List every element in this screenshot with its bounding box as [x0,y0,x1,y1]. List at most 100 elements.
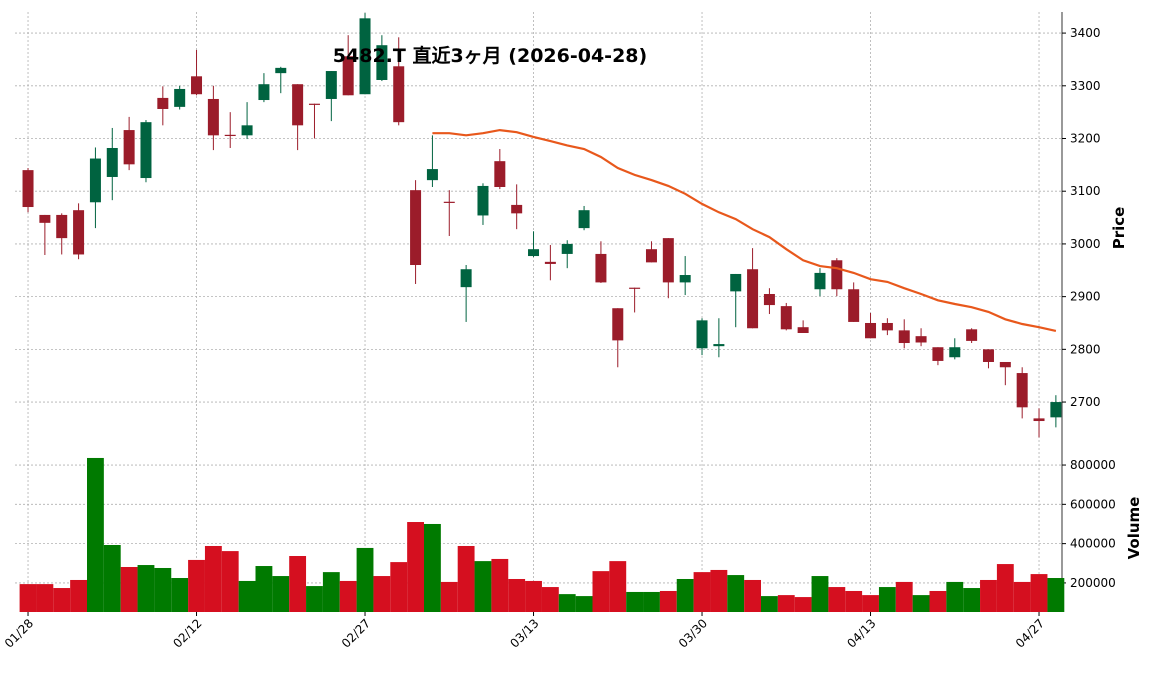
candle-body [460,269,472,288]
candle-body [241,125,253,136]
volume-bar [794,597,812,612]
candle-body [1016,373,1028,408]
y-axis-label: Price [1110,207,1128,250]
volume-bar [777,595,795,612]
candle-body [275,67,287,74]
volume-bar [710,569,728,612]
volume-bar [339,580,357,612]
candle-body [881,322,893,331]
candle-body [645,249,657,263]
candle-body [696,320,708,349]
candle-body [865,322,877,339]
candle-body [426,169,438,181]
candle-body [494,161,506,187]
candle-body [22,170,34,208]
candle-body [763,293,775,306]
volume-bar [946,581,964,612]
volume-bar [676,578,694,612]
candle-body [157,97,169,109]
candle-body [410,190,422,266]
candle-body [544,261,556,264]
moving-average-line [432,128,1057,332]
volume-bar [592,571,610,612]
volume-bar [811,576,829,612]
candle-body [528,249,540,257]
y-tick-label: 3400 [1070,26,1101,40]
volume-bar [862,595,879,612]
volume-bar [390,562,408,612]
volume-bar [36,584,54,612]
candle-body [292,84,304,126]
volume-bar [659,590,677,612]
volume-bar [53,588,71,612]
volume-bar [221,551,239,612]
candle-body [191,76,203,95]
y-tick-label: 3000 [1070,237,1101,251]
candle-body [342,56,354,96]
volume-bar [828,587,846,612]
volume-bar [895,581,913,612]
volume-bar [1047,578,1065,612]
volume-axis-label: Volume [1125,497,1143,560]
volume-bar [643,591,660,612]
y-tick-label: 800000 [1070,458,1116,472]
candle-body [443,201,455,203]
volume-bar [440,581,458,612]
candle-body [831,260,843,290]
x-tick-label: 04/27 [1013,616,1047,650]
candle-body [595,253,607,283]
x-tick-label: 02/12 [170,616,204,650]
y-tick-label: 600000 [1070,497,1116,511]
volume-bar [980,579,997,612]
candle-body [747,269,759,329]
volume-bar [171,578,189,612]
y-tick-label: 200000 [1070,576,1116,590]
y-tick-label: 400000 [1070,537,1116,551]
y-tick-label: 2700 [1070,395,1101,409]
candle-body [258,84,270,101]
y-tick-label: 3100 [1070,184,1101,198]
candle-body [780,306,792,330]
candle-body [797,327,809,333]
volume-bar [727,575,745,612]
candle-body [1033,418,1045,422]
volume-bar [356,547,374,612]
x-tick-label: 03/13 [507,616,541,650]
y-tick-label: 2900 [1070,290,1101,304]
candle-body [376,45,388,80]
candle-body [207,98,219,136]
volume-bar [154,567,172,612]
candle-body [561,243,573,254]
volume-bar [693,572,711,612]
volume-bar [744,579,761,612]
candle-body [308,103,320,105]
volume-bar [1030,574,1048,612]
volume-bar [761,596,778,612]
candle-body [224,134,236,137]
volume-bar [525,580,542,612]
volume-bar [289,556,307,612]
x-tick-label: 01/28 [2,616,36,650]
candle-body [949,347,961,358]
volume-bar [508,578,526,612]
volume-bar [626,591,644,612]
volume-bar [575,596,593,612]
volume-bar [845,590,863,612]
volume-bar [373,576,391,612]
candle-body [393,66,405,123]
candle-body [174,88,186,107]
candle-body [713,344,725,347]
candle-body [932,347,944,361]
y-tick-label: 2800 [1070,342,1101,356]
candle-body [477,185,489,216]
candle-body [999,361,1011,368]
volume-bar [19,584,37,612]
candle-body [898,330,910,344]
candle-body [915,336,927,343]
candle-body [106,147,118,177]
volume-bar [255,566,273,612]
x-tick-label: 04/13 [844,616,878,650]
volume-bar [457,545,475,612]
candle-body [89,158,101,203]
